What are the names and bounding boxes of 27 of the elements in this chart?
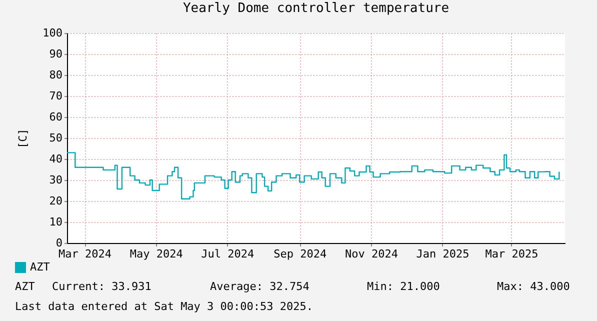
text: Max: 43.000 xyxy=(497,280,570,293)
x-tick-label: Nov 2024 xyxy=(344,248,398,260)
x-tick-label: May 2024 xyxy=(130,248,184,260)
y-tick-label: 30 xyxy=(49,174,62,186)
y-tick-label: 90 xyxy=(49,48,62,60)
x-tick-label: Mar 2025 xyxy=(485,248,538,260)
y-tick-label: 10 xyxy=(49,216,62,228)
y-tick-label: 50 xyxy=(49,132,62,144)
y-axis-title: [C] xyxy=(16,128,30,148)
x-tick-label: Mar 2024 xyxy=(58,248,112,260)
text: Min: 21.000 xyxy=(367,280,440,293)
y-tick-label: 20 xyxy=(49,194,62,208)
text: Last data entered at Sat May 3 00:00:53 2025. xyxy=(15,300,314,313)
text: Current: 33.931 xyxy=(52,280,152,293)
text: AZT xyxy=(15,280,36,293)
y-tick-label: 70 xyxy=(49,90,62,102)
legend-label: AZT xyxy=(30,260,50,274)
y-tick-label: 100 xyxy=(42,26,62,40)
x-tick-label: Sep 2024 xyxy=(274,248,327,260)
y-tick-label: 40 xyxy=(49,152,62,166)
y-tick-label: 60 xyxy=(49,110,62,124)
chart-title: Yearly Dome controller temperature xyxy=(182,1,450,16)
y-tick-label: 80 xyxy=(49,68,62,82)
text: Average: 32.754 xyxy=(210,280,310,293)
x-tick-label: Jul 2024 xyxy=(201,248,255,260)
y-tick-label: 0 xyxy=(56,236,62,250)
x-tick-label: Jan 2025 xyxy=(416,248,470,260)
